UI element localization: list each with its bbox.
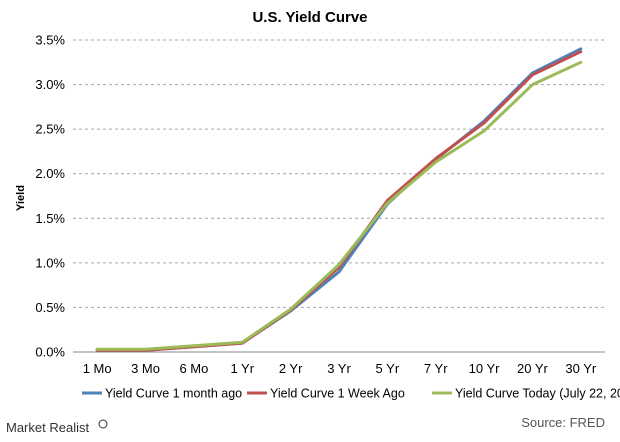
x-tick-label: 20 Yr: [517, 361, 549, 376]
y-tick-label: 0.5%: [35, 300, 65, 315]
legend-item: Yield Curve 1 month ago: [82, 387, 242, 401]
y-tick-label: 0.0%: [35, 345, 65, 360]
y-tick-label: 3.5%: [35, 33, 65, 48]
source-note: Source: FRED: [521, 415, 605, 430]
series-line: [95, 60, 583, 351]
x-tick-label: 3 Mo: [131, 361, 160, 376]
legend-item: Yield Curve 1 Week Ago: [247, 387, 405, 401]
legend-label: Yield Curve 1 Week Ago: [270, 387, 405, 401]
x-tick-label: 6 Mo: [179, 361, 208, 376]
x-tick-label: 1 Yr: [230, 361, 254, 376]
gridlines: [73, 39, 605, 353]
x-tick-label: 5 Yr: [376, 361, 400, 376]
legend-label: Yield Curve 1 month ago: [105, 387, 242, 401]
legend: Yield Curve 1 month ago Yield Curve 1 Wee…: [82, 387, 620, 401]
x-tick-label: 7 Yr: [424, 361, 448, 376]
x-tick-label: 10 Yr: [469, 361, 501, 376]
series-lines: [95, 47, 583, 352]
legend-label: Yield Curve Today (July 22, 2014): [455, 387, 620, 401]
x-tick-labels: 1 Mo 3 Mo 6 Mo 1 Yr 2 Yr 3 Yr 5 Yr 7 Yr 10 Yr 20 …: [83, 361, 597, 376]
x-tick-label: 3 Yr: [327, 361, 351, 376]
legend-item: Yield Curve Today (July 22, 2014): [432, 387, 620, 401]
brand-name: Market Realist: [6, 420, 89, 435]
series-line: [95, 47, 583, 352]
y-tick-label: 1.5%: [35, 211, 65, 226]
y-axis-label: Yield: [15, 185, 27, 211]
brand-logo: Market Realist: [6, 419, 108, 435]
registered-mark-icon: [98, 419, 108, 429]
y-tick-label: 2.0%: [35, 166, 65, 181]
y-tick-label: 2.5%: [35, 122, 65, 137]
y-tick-label: 3.0%: [35, 77, 65, 92]
x-tick-label: 1 Mo: [83, 361, 112, 376]
chart-title: U.S. Yield Curve: [252, 9, 367, 26]
x-tick-label: 2 Yr: [279, 361, 303, 376]
y-tick-labels: 0.0% 0.5% 1.0% 1.5% 2.0% 2.5% 3.0% 3.5%: [35, 33, 65, 360]
x-tick-label: 30 Yr: [565, 361, 597, 376]
y-tick-label: 1.0%: [35, 255, 65, 270]
